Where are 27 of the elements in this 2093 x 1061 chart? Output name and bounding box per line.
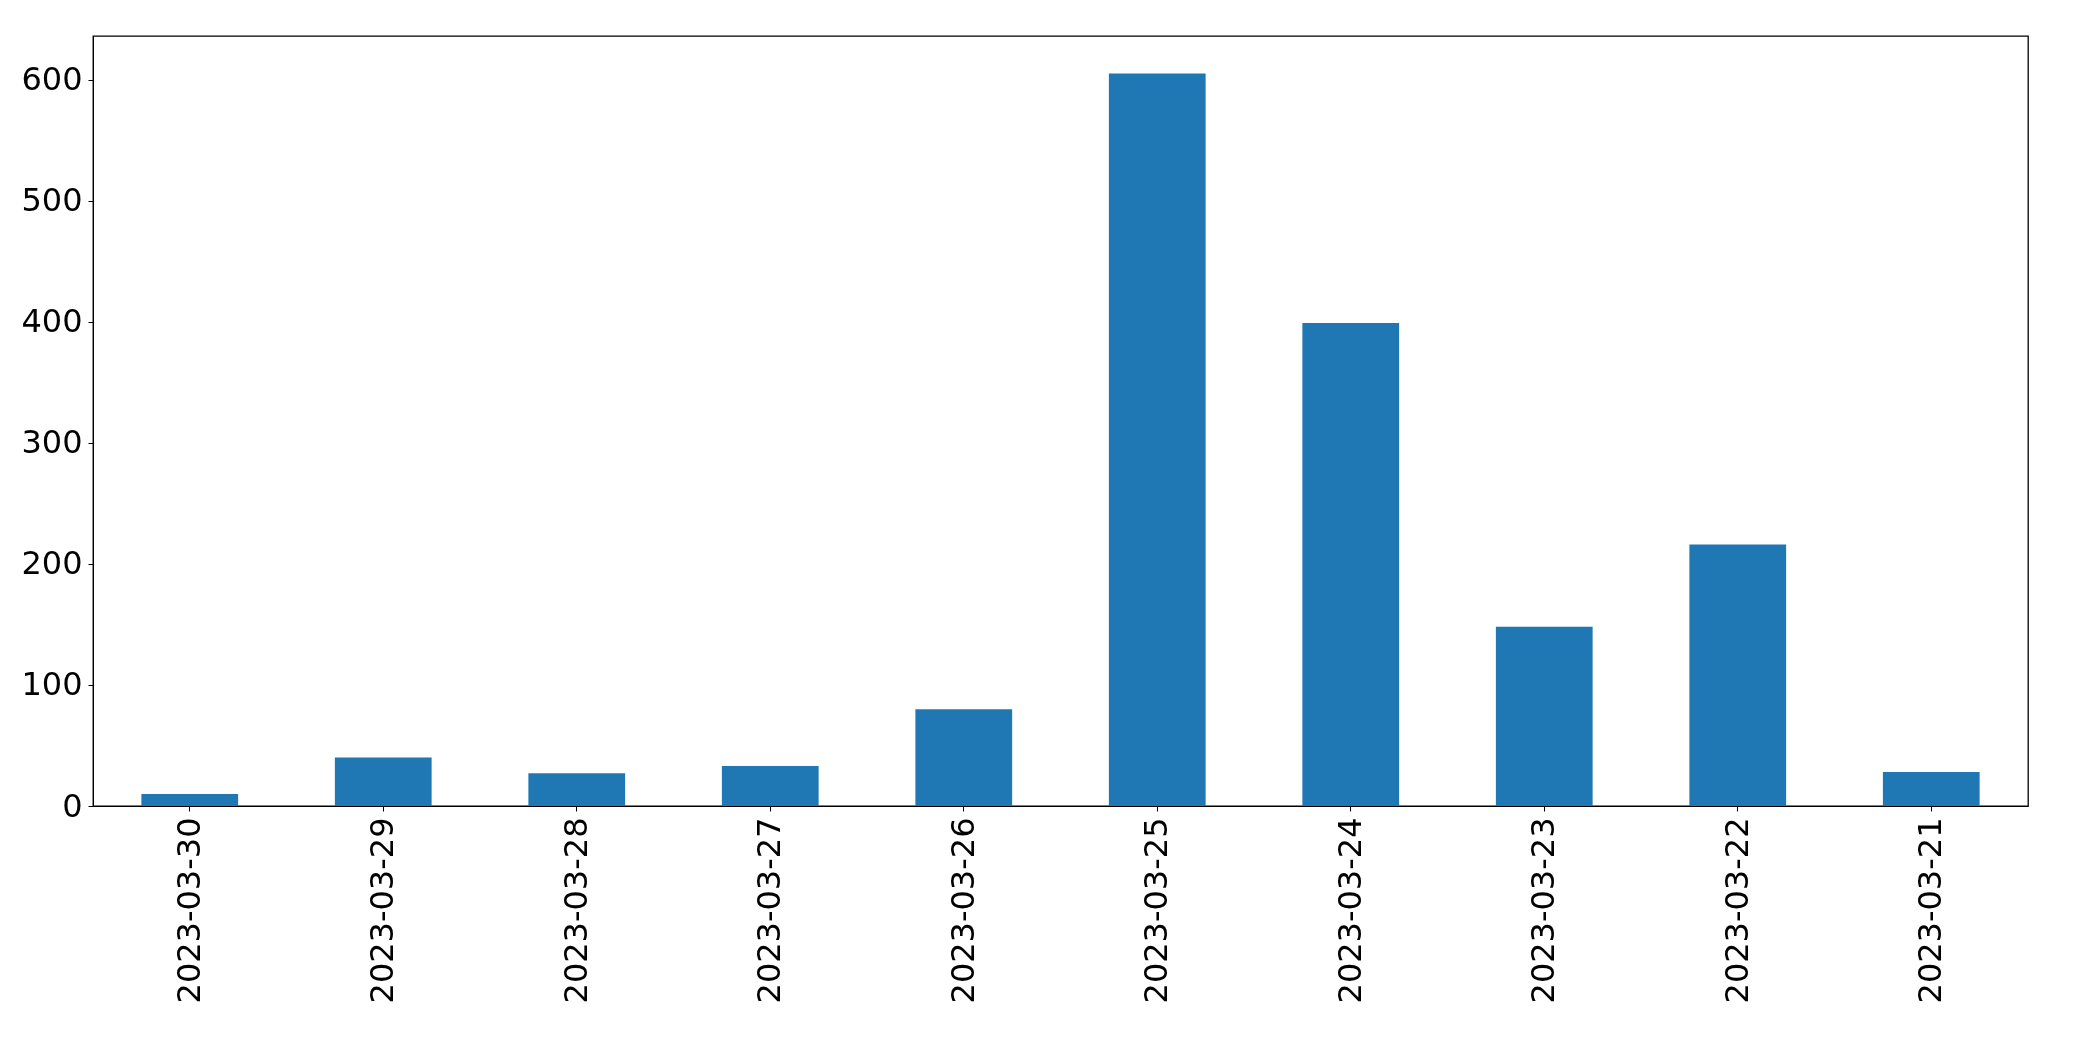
- x-tick-label: 2023-03-25: [1137, 817, 1176, 1004]
- x-tick-label: 2023-03-26: [943, 817, 982, 1004]
- bar: [141, 793, 239, 806]
- x-tick-label: 2023-03-24: [1330, 817, 1369, 1004]
- y-tick-label: 100: [21, 665, 83, 704]
- x-tick-label: 2023-03-29: [363, 817, 402, 1004]
- y-tick-label: 600: [21, 60, 83, 99]
- y-tick-label: 500: [21, 181, 83, 220]
- y-tick-label: 300: [21, 423, 83, 462]
- bar: [915, 709, 1013, 806]
- bar: [528, 773, 626, 806]
- bar: [1108, 73, 1206, 806]
- bar: [1689, 544, 1787, 806]
- y-tick-label: 0: [62, 786, 83, 825]
- x-tick-label: 2023-03-27: [750, 817, 789, 1004]
- y-tick-label: 400: [21, 302, 83, 341]
- bar: [1495, 626, 1593, 806]
- bar: [721, 766, 819, 806]
- x-tick-label: 2023-03-21: [1911, 817, 1950, 1004]
- y-tick-label: 200: [21, 544, 83, 583]
- x-tick-label: 2023-03-28: [556, 817, 595, 1004]
- x-tick-label: 2023-03-22: [1717, 817, 1756, 1004]
- bar: [1302, 322, 1400, 806]
- x-tick-label: 2023-03-23: [1524, 817, 1563, 1004]
- bar: [334, 757, 432, 806]
- x-tick-label: 2023-03-30: [169, 817, 208, 1004]
- bar: [1882, 772, 1980, 806]
